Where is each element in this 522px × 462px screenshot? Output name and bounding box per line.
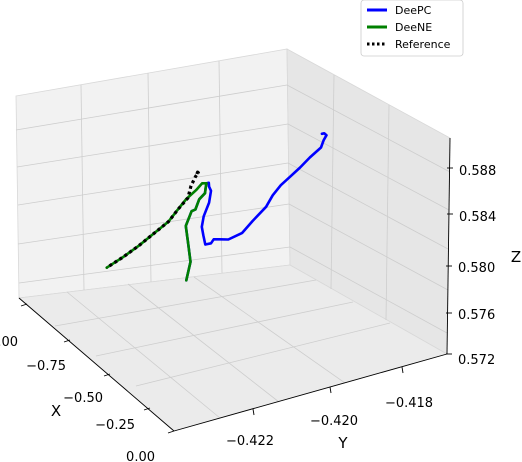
- z-tick-label: 0.588: [459, 164, 496, 179]
- x-tick-label: 0.00: [126, 450, 155, 462]
- grid-lines: [15, 60, 451, 419]
- x-axis-label: X: [51, 402, 61, 420]
- legend-label-deene: DeeNE: [395, 21, 432, 34]
- y-tick-label: −0.418: [385, 396, 433, 411]
- x-tick-label: −0.50: [63, 391, 103, 406]
- z-tick-label: 0.572: [458, 353, 495, 368]
- x-tick-label: −0.75: [26, 359, 66, 374]
- y-axis-line: [173, 353, 448, 432]
- z-tick-marks: [446, 167, 453, 355]
- y-tick-marks: [252, 366, 404, 416]
- series-line-reference: [105, 170, 200, 270]
- legend: DeePC DeeNE Reference: [360, 0, 464, 57]
- series-layer: [105, 132, 328, 282]
- x-tick-label: −0.25: [95, 418, 135, 433]
- x-tick-marks: [20, 303, 175, 434]
- legend-box: [360, 0, 464, 57]
- z-tick-label: 0.584: [459, 210, 496, 225]
- y-axis-label: Y: [337, 434, 348, 452]
- left-pane: [15, 48, 291, 299]
- y-tick-label: −0.422: [226, 434, 274, 449]
- z-axis-line: [446, 137, 451, 355]
- legend-label-reference: Reference: [395, 38, 451, 51]
- z-axis-label: Z: [511, 248, 521, 266]
- y-tick-label: −0.420: [310, 414, 358, 429]
- legend-label-deepc: DeePC: [395, 4, 432, 17]
- x-tick-label: 1.00: [0, 335, 18, 350]
- z-tick-label: 0.576: [458, 308, 495, 323]
- z-tick-label: 0.580: [458, 261, 495, 276]
